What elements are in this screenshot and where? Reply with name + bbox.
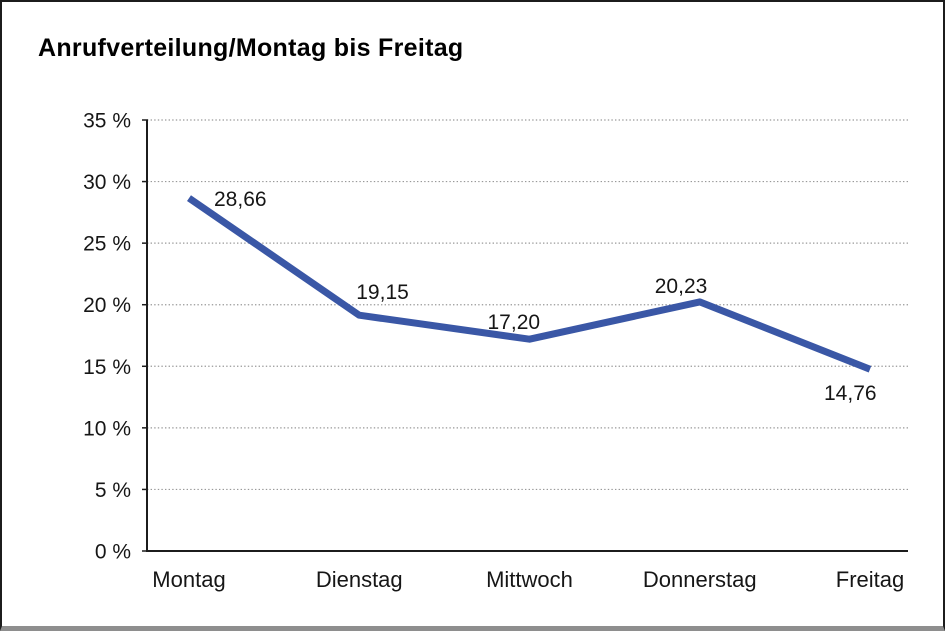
point-label: 19,15: [356, 281, 409, 304]
point-label: 20,23: [655, 275, 708, 298]
chart-title: Anrufverteilung/Montag bis Freitag: [38, 34, 464, 62]
y-tick-label: 30 %: [83, 171, 131, 194]
data-line: [187, 195, 872, 373]
point-label: 14,76: [824, 382, 877, 405]
y-tick-label: 25 %: [83, 233, 131, 256]
x-tick-label: Mittwoch: [486, 567, 573, 592]
point-label: 28,66: [214, 188, 267, 211]
x-tick-label: Freitag: [836, 567, 904, 592]
y-tick-label: 15 %: [83, 356, 131, 379]
y-tick-label: 0 %: [95, 541, 131, 564]
y-tick-label: 35 %: [83, 110, 131, 133]
x-tick-label: Donnerstag: [643, 567, 757, 592]
y-tick-label: 10 %: [83, 417, 131, 440]
y-tick-label: 5 %: [95, 479, 131, 502]
point-label: 17,20: [488, 311, 541, 334]
x-tick-label: Montag: [152, 567, 225, 592]
x-tick-label: Dienstag: [316, 567, 403, 592]
y-tick-label: 20 %: [83, 294, 131, 317]
